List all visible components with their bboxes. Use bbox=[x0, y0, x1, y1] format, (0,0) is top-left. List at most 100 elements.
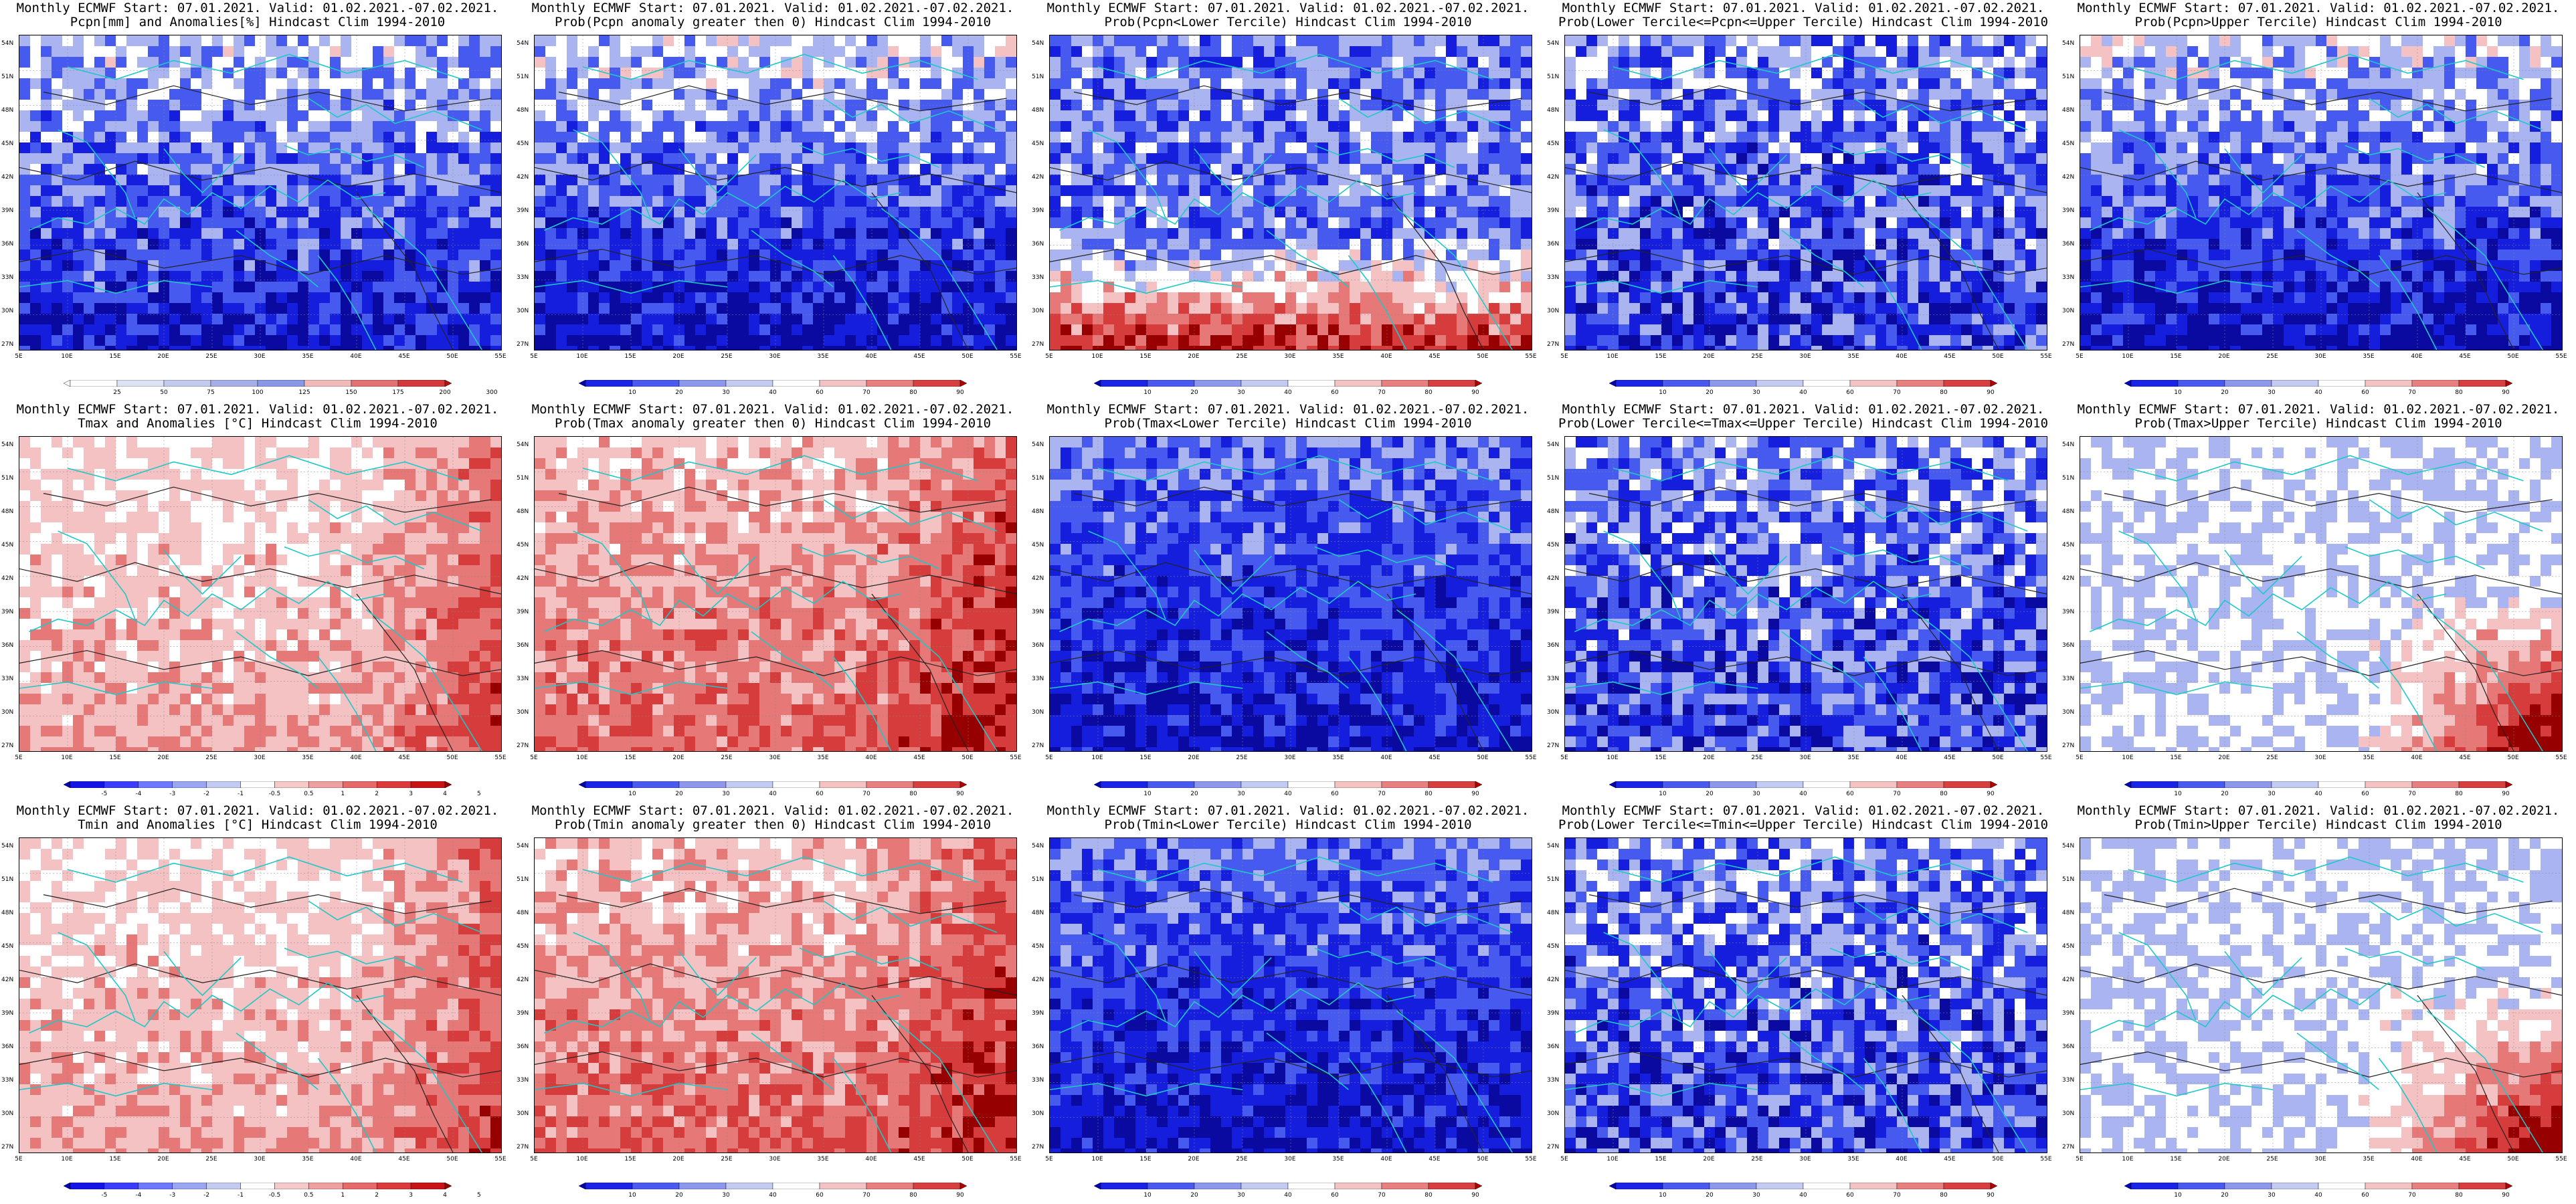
colorbar-label: 60 bbox=[1331, 791, 1338, 797]
contour-line bbox=[356, 995, 454, 1152]
longitude-label: 35E bbox=[1847, 353, 1859, 360]
longitude-label: 15E bbox=[109, 755, 120, 761]
longitude-label: 45E bbox=[913, 353, 925, 360]
longitude-label: 5E bbox=[1045, 353, 1052, 360]
coastline bbox=[799, 947, 940, 971]
latitude-label: 30N bbox=[1547, 308, 1559, 314]
colorbar-segment bbox=[2458, 781, 2506, 788]
contour-line bbox=[535, 248, 1016, 275]
coastline bbox=[1097, 455, 1493, 482]
colorbar-segment bbox=[1756, 781, 1804, 788]
colorbar-label: 90 bbox=[1987, 791, 1994, 797]
panel-title-line: Monthly ECMWF Start: 07.01.2021. Valid: … bbox=[1030, 1, 1546, 15]
contour-line bbox=[356, 192, 454, 350]
colorbar-segment bbox=[585, 781, 633, 788]
coastline bbox=[2128, 54, 2524, 80]
colorbar bbox=[64, 781, 452, 788]
latitude-label: 33N bbox=[1, 274, 13, 281]
colorbar-label: 80 bbox=[1424, 791, 1432, 797]
latitude-label: 30N bbox=[2062, 308, 2074, 314]
colorbar-label: 10 bbox=[1659, 389, 1666, 396]
latitude-label: 36N bbox=[2062, 642, 2074, 649]
colorbar-label: 200 bbox=[439, 389, 450, 396]
colorbar-label: 90 bbox=[956, 389, 963, 396]
colorbar-segment bbox=[2130, 1183, 2179, 1189]
latitude-label: 48N bbox=[2062, 910, 2074, 916]
colorbar-segment bbox=[104, 1183, 139, 1189]
coastline bbox=[1348, 255, 1407, 350]
longitude-label: 10E bbox=[576, 755, 587, 761]
coastline bbox=[2426, 1010, 2543, 1152]
panel-title-line: Prob(Lower Tercile<=Pcpn<=Upper Tercile)… bbox=[1546, 15, 2061, 29]
contour-line bbox=[535, 161, 1016, 193]
longitude-label: 15E bbox=[624, 353, 636, 360]
coastline bbox=[308, 499, 482, 532]
colorbar-segment bbox=[2411, 1183, 2460, 1189]
coastline bbox=[1911, 207, 2028, 350]
colorbar-segment bbox=[2124, 1183, 2132, 1189]
contour-line bbox=[1386, 593, 1484, 751]
colorbar-segment bbox=[1662, 781, 1710, 788]
colorbar-segment bbox=[819, 1183, 867, 1189]
colorbar-label: -0.5 bbox=[269, 791, 281, 797]
latitude-label: 45N bbox=[1032, 943, 1044, 950]
coastline bbox=[1574, 982, 1932, 1034]
coastline bbox=[535, 1082, 728, 1097]
colorbar-label: -1 bbox=[238, 1192, 244, 1199]
panel-title: Monthly ECMWF Start: 07.01.2021. Valid: … bbox=[0, 403, 515, 431]
colorbar-label: 90 bbox=[1471, 1192, 1479, 1199]
colorbar-segment bbox=[1849, 380, 1898, 387]
coastline bbox=[2080, 280, 2274, 294]
coastline bbox=[2369, 499, 2543, 532]
coastline bbox=[1050, 1082, 1243, 1097]
longitude-label: 45E bbox=[1944, 353, 1955, 360]
colorbar-label: 40 bbox=[769, 791, 776, 797]
coastline bbox=[678, 148, 757, 194]
latitude-label: 45N bbox=[2062, 943, 2074, 950]
coastline bbox=[823, 98, 998, 130]
contour-line bbox=[356, 593, 454, 751]
colorbar-segment bbox=[579, 781, 586, 788]
contour-line bbox=[535, 562, 1016, 595]
coastline bbox=[881, 1010, 998, 1152]
colorbar-segment bbox=[1803, 380, 1851, 387]
colorbar-label: 10 bbox=[628, 389, 636, 396]
latitude-label: 48N bbox=[1547, 910, 1559, 916]
contour-line bbox=[43, 486, 492, 513]
longitude-label: 55E bbox=[2555, 1156, 2567, 1163]
latitude-label: 54N bbox=[1, 843, 13, 849]
longitude-label: 35E bbox=[2363, 353, 2374, 360]
coastline bbox=[2224, 950, 2302, 997]
longitude-label: 55E bbox=[1010, 755, 1021, 761]
colorbar-segment bbox=[1990, 380, 1997, 387]
coastline bbox=[1338, 98, 1513, 130]
colorbar-label: 60 bbox=[816, 791, 823, 797]
longitude-label: 50E bbox=[961, 353, 973, 360]
latitude-label: 54N bbox=[1, 441, 13, 448]
forecast-map bbox=[534, 436, 1017, 752]
contour-line bbox=[1050, 248, 1532, 275]
coastline bbox=[1709, 950, 1787, 997]
colorbar-segment bbox=[410, 781, 446, 788]
coastline bbox=[317, 1058, 377, 1152]
colorbar-segment bbox=[2318, 380, 2366, 387]
colorbar-segment bbox=[343, 781, 377, 788]
latitude-label: 51N bbox=[2062, 475, 2074, 482]
latitude-label: 48N bbox=[1032, 508, 1044, 515]
colorbar-segment bbox=[2224, 1183, 2272, 1189]
colorbar-segment bbox=[1381, 1183, 1429, 1189]
colorbar-segment bbox=[138, 781, 173, 788]
coastline bbox=[823, 900, 998, 933]
colorbar-label: -3 bbox=[169, 1192, 175, 1199]
latitude-label: 30N bbox=[1547, 709, 1559, 716]
longitude-label: 50E bbox=[446, 353, 458, 360]
coastline bbox=[284, 947, 425, 971]
colorbar-label: 80 bbox=[909, 389, 917, 396]
longitude-label: 15E bbox=[2170, 353, 2181, 360]
colorbar-segment bbox=[257, 380, 305, 387]
longitude-label: 40E bbox=[1896, 1156, 1907, 1163]
colorbar-segment bbox=[2177, 1183, 2225, 1189]
colorbar-segment bbox=[2505, 380, 2512, 387]
longitude-label: 10E bbox=[576, 1156, 587, 1163]
coastline bbox=[1565, 280, 1758, 294]
